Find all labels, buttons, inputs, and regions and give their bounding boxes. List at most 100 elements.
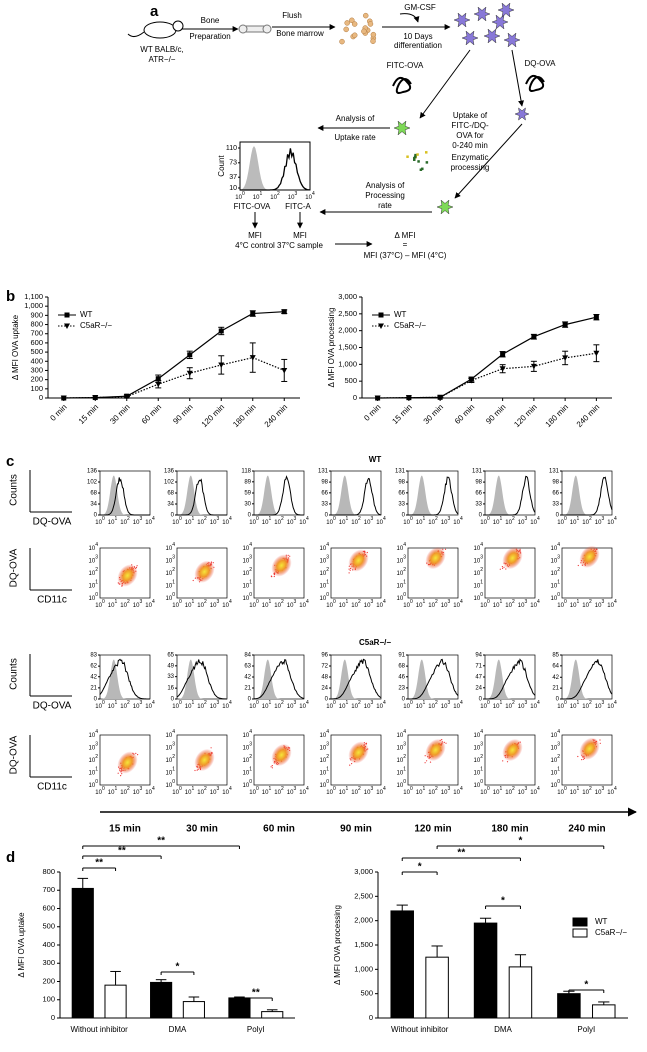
tick-base: 10 (197, 704, 204, 710)
significance-label: * (176, 962, 180, 973)
data-point (531, 334, 537, 340)
flow-x-tick: 101 (262, 599, 272, 608)
sample-histogram (331, 477, 382, 516)
x-tick-label: 120 min (200, 403, 226, 429)
tick-base: 10 (557, 704, 564, 710)
significance-label: ** (95, 858, 103, 869)
tick-base: 10 (474, 745, 481, 751)
tick-exponent: 0 (95, 592, 98, 598)
tick-base: 10 (120, 603, 127, 609)
dendritic-cell (491, 14, 509, 30)
step-label: 4°C control (235, 241, 275, 250)
step-label: OVA for (456, 131, 484, 140)
tick-base: 10 (397, 770, 404, 776)
step-label: DQ-OVA (525, 59, 557, 68)
tick-base: 10 (108, 603, 115, 609)
tick-base: 10 (607, 520, 614, 526)
flow-x-tick: 103 (518, 786, 528, 795)
tick-base: 10 (274, 520, 281, 526)
data-point (530, 363, 537, 370)
y-axis-title: Δ MFI OVA processing (327, 308, 336, 388)
group-title: C5aR−/− (359, 638, 391, 647)
tick-base: 10 (557, 790, 564, 796)
x-tick-label: PolyI (247, 1025, 265, 1034)
tick-exponent: 3 (370, 599, 373, 605)
flow-x-tick: 100 (480, 700, 490, 709)
tick-base: 10 (518, 520, 525, 526)
tick-exponent: 3 (480, 742, 483, 748)
x-tick-label: 240 min (575, 403, 601, 429)
inset-sample (240, 148, 311, 191)
flow-x-tick: 103 (595, 786, 605, 795)
flow-x-tick: 102 (274, 599, 284, 608)
histogram-y-tick-label: 102 (164, 480, 175, 486)
tick-base: 10 (166, 733, 173, 739)
y-tick-label: 800 (42, 867, 55, 876)
flow-y-tick: 103 (397, 742, 407, 751)
flow-x-tick: 103 (287, 786, 297, 795)
y-tick-label: 1,000 (338, 359, 357, 368)
flow-x-tick: 100 (480, 599, 490, 608)
tick-exponent: 1 (268, 786, 271, 792)
flow-x-tick: 104 (376, 599, 386, 608)
tick-exponent: 3 (524, 516, 527, 522)
histogram-y-tick-label: 131 (395, 469, 406, 475)
dendritic-cell (461, 30, 479, 46)
tick-exponent: 0 (564, 786, 567, 792)
data-point (250, 311, 256, 317)
tick-base: 10 (243, 733, 250, 739)
tick-exponent: 0 (102, 516, 105, 522)
tick-exponent: 4 (557, 542, 560, 548)
tick-exponent: 3 (557, 555, 560, 561)
tick-exponent: 2 (358, 786, 361, 792)
tick-base: 10 (262, 790, 269, 796)
x-tick-label: 90 min (171, 403, 194, 426)
step-label: FITC-/DQ- (451, 121, 489, 130)
tick-base: 10 (505, 790, 512, 796)
tick-exponent: 2 (281, 700, 284, 706)
flow-x-tick: 101 (570, 516, 580, 525)
tick-base: 10 (89, 546, 96, 552)
tick-exponent: 0 (333, 599, 336, 605)
flow-y-tick: 100 (166, 592, 176, 601)
x-tick-label: 60 min (453, 403, 476, 426)
tick-base: 10 (518, 704, 525, 710)
event-dot (445, 742, 447, 744)
x-tick-label: 240 min (263, 403, 289, 429)
event-dot (599, 742, 601, 744)
tick-base: 10 (551, 745, 558, 751)
flow-x-tick: 102 (274, 516, 284, 525)
dendritic-cell (497, 2, 515, 18)
tick-base: 10 (403, 790, 410, 796)
tick-base: 10 (582, 520, 589, 526)
tick-base: 10 (243, 583, 250, 589)
tick-base: 10 (551, 783, 558, 789)
event-dot (136, 565, 138, 567)
tick-exponent: 4 (172, 542, 175, 548)
tick-exponent: 3 (172, 555, 175, 561)
histogram-y-tick-label: 66 (321, 490, 328, 496)
bar (71, 887, 94, 1019)
tick-base: 10 (133, 520, 140, 526)
flow-x-tick: 103 (595, 599, 605, 608)
tick-base: 10 (397, 745, 404, 751)
flow-x-tick: 102 (197, 516, 207, 525)
flow-x-tick: 101 (570, 786, 580, 795)
tick-base: 10 (416, 790, 423, 796)
y-tick-label: 2,000 (354, 916, 373, 925)
event-dot (117, 772, 119, 774)
data-point (562, 355, 569, 361)
bar (508, 966, 533, 1019)
tick-base: 10 (326, 603, 333, 609)
flow-y-tick: 104 (320, 729, 330, 738)
histogram-y-tick-label: 47 (475, 675, 482, 681)
inset-y-tick: 37 (229, 174, 237, 181)
histogram-y-tick-label: 0 (402, 697, 406, 703)
tick-base: 10 (416, 603, 423, 609)
flow-y-tick: 104 (397, 729, 407, 738)
tick-exponent: 4 (312, 191, 315, 197)
tick-exponent: 2 (95, 567, 98, 573)
processed-fragment (413, 155, 417, 159)
tick-exponent: 3 (601, 700, 604, 706)
tick-exponent: 3 (370, 700, 373, 706)
